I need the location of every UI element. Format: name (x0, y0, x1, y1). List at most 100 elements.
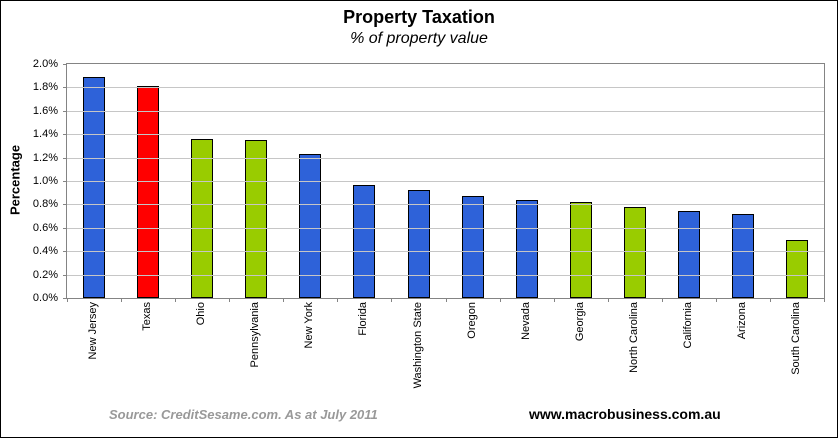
x-label-cell: California (661, 298, 715, 406)
bar-cell (67, 64, 121, 298)
x-label-cell: South Carolina (769, 298, 823, 406)
gridline (67, 274, 824, 276)
x-axis-label: Washington State (411, 302, 424, 389)
bar (623, 206, 646, 298)
x-axis-label: Oregon (465, 302, 478, 339)
bar-cell (121, 64, 175, 298)
x-tick-mark (337, 298, 339, 302)
bar (83, 76, 106, 298)
x-label-cell: Florida (336, 298, 390, 406)
y-tick-label: 1.4% (32, 128, 58, 141)
y-tick-mark (63, 64, 67, 65)
bar-cell (770, 64, 824, 298)
y-tick-label: 0.2% (32, 268, 58, 281)
x-tick-mark (391, 298, 393, 302)
bar (731, 213, 754, 298)
x-axis-label: Pennsylvania (249, 302, 262, 368)
x-tick-mark (229, 298, 231, 302)
bar (786, 239, 809, 298)
x-axis-label: Florida (357, 302, 370, 336)
x-axis-label: Texas (141, 302, 154, 331)
x-label-cell: Ohio (174, 298, 228, 406)
y-tick-mark (63, 87, 67, 89)
x-tick-mark (661, 298, 663, 302)
x-tick-mark (175, 298, 177, 302)
y-tick-mark (63, 110, 67, 112)
gridline (67, 251, 824, 253)
x-axis-label: South Carolina (790, 302, 803, 375)
bar-cell (283, 64, 337, 298)
x-label-cell: New Jersey (66, 298, 120, 406)
y-tick-label: 0.0% (32, 292, 58, 304)
y-tick-label: 1.8% (32, 81, 58, 94)
y-tick-mark (63, 157, 67, 159)
x-axis-label: North Carolina (627, 302, 640, 373)
x-tick-mark (715, 298, 717, 302)
x-tick-mark (121, 298, 123, 302)
bar (245, 140, 268, 298)
y-tick-mark (63, 134, 67, 136)
bar (191, 138, 214, 298)
x-tick-mark (824, 298, 825, 302)
y-tick-label: 2.0% (32, 58, 58, 70)
y-tick-label: 1.6% (32, 104, 58, 117)
bar (353, 184, 376, 298)
bar (569, 202, 592, 298)
y-tick-mark (63, 251, 67, 253)
x-tick-mark (445, 298, 447, 302)
x-tick-mark (283, 298, 285, 302)
y-tick-mark (63, 227, 67, 229)
x-label-cell: Pennsylvania (228, 298, 282, 406)
x-label-cell: Texas (120, 298, 174, 406)
x-label-cell: North Carolina (607, 298, 661, 406)
gridline (67, 181, 824, 182)
y-tick-label: 0.8% (32, 198, 58, 211)
bar-cell (500, 64, 554, 298)
y-tick-label: 0.4% (32, 245, 58, 258)
bar-cell (716, 64, 770, 298)
x-tick-mark (499, 298, 501, 302)
bar-cell (229, 64, 283, 298)
bar-cell (662, 64, 716, 298)
bar-cell (446, 64, 500, 298)
y-tick-label: 1.2% (32, 151, 58, 164)
y-tick-mark (63, 274, 67, 276)
y-tick-mark (63, 298, 67, 299)
y-tick-mark (63, 181, 67, 182)
bar (299, 154, 322, 298)
x-label-cell: New York (282, 298, 336, 406)
gridline (67, 134, 824, 136)
x-tick-mark (67, 298, 68, 302)
source-note: Source: CreditSesame.com. As at July 201… (109, 407, 378, 422)
x-label-cell: Oregon (445, 298, 499, 406)
x-axis-label: Georgia (573, 302, 586, 342)
bar (461, 196, 484, 298)
bars-row (67, 64, 824, 298)
x-axis-label: New York (303, 302, 316, 349)
gridline (67, 204, 824, 206)
bar-cell (175, 64, 229, 298)
bar-cell (391, 64, 445, 298)
x-tick-mark (769, 298, 771, 302)
gridline (67, 227, 824, 229)
bar (515, 199, 538, 298)
x-axis-labels: New Jersey Texas Ohio Pennsylvania New York F… (66, 298, 823, 406)
gridline (67, 157, 824, 159)
bar (677, 211, 700, 298)
bar-cell (337, 64, 391, 298)
gridline (67, 110, 824, 112)
plot-area: 0.0% 0.2% 0.4% 0.6% 0.8% 1.0% 1.2% 1.4% 1.6% 1.8%… (33, 58, 825, 304)
x-tick-mark (607, 298, 609, 302)
x-label-cell: Nevada (499, 298, 553, 406)
x-axis-label: Ohio (195, 302, 208, 326)
x-tick-mark (553, 298, 555, 302)
y-tick-label: 0.6% (32, 221, 58, 234)
x-label-cell: Washington State (390, 298, 444, 406)
bar (407, 190, 430, 298)
site-credit: www.macrobusiness.com.au (529, 406, 721, 422)
x-axis-label: Nevada (519, 302, 532, 340)
y-tick-label: 1.0% (32, 175, 58, 187)
bar (137, 86, 160, 298)
x-axis-label: California (681, 302, 694, 349)
